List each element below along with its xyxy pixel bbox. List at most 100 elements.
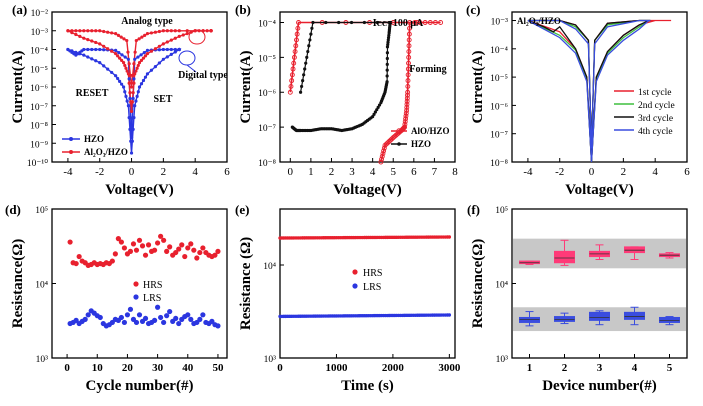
data-point-hrs	[215, 248, 221, 254]
data-point-al2o3-hzo	[177, 34, 181, 38]
x-tick-label: 0	[129, 166, 135, 178]
data-point-alo-hzo	[404, 95, 410, 101]
box-hrs	[624, 246, 645, 254]
panel-label: (b)	[235, 2, 251, 17]
x-tick-label: 1	[527, 362, 533, 374]
data-point-alo-hzo	[422, 20, 428, 25]
data-point-al2o3-hzo	[149, 31, 154, 35]
data-point-hzo	[349, 20, 354, 25]
data-point-al2o3-hzo	[74, 32, 78, 37]
data-point-al2o3-hzo	[177, 29, 181, 33]
y-tick-label: 10⁻¹⁰	[27, 158, 48, 169]
data-point-hzo	[137, 85, 142, 89]
x-tick-label: 30	[152, 362, 164, 374]
panel-label: (c)	[466, 2, 480, 17]
data-point-hzo	[375, 108, 379, 112]
data-point-lrs	[124, 312, 131, 318]
data-point-lrs	[85, 312, 91, 318]
data-point-lrs	[176, 320, 182, 327]
data-point-hzo	[311, 20, 315, 25]
data-point-al2o3-hzo	[126, 50, 130, 54]
box-lrs	[589, 311, 610, 321]
x-tick-label: 1000	[325, 362, 348, 374]
data-point-hzo	[116, 76, 120, 81]
data-point-hzo	[153, 64, 158, 69]
data-point-lrs	[133, 319, 140, 326]
data-point-al2o3-hzo	[185, 29, 189, 33]
data-point-al2o3-hzo	[128, 91, 132, 95]
data-point-hzo	[386, 42, 390, 47]
legend-label: AlO/HZO	[411, 126, 450, 136]
data-point-hrs	[447, 235, 452, 239]
y-tick-label: 10⁻³	[31, 28, 49, 38]
data-point-hzo	[117, 50, 121, 55]
data-point-lrs	[215, 323, 221, 329]
data-point-lrs	[185, 312, 191, 318]
data-point-lrs	[121, 319, 128, 326]
data-point-alo-hzo	[427, 20, 433, 25]
data-point-hzo	[385, 62, 389, 66]
data-point-al2o3-hzo	[86, 38, 90, 42]
data-point-alo-hzo	[385, 140, 391, 146]
x-tick-label: -2	[555, 166, 564, 178]
data-point-alo-hzo	[432, 20, 438, 25]
data-point-al2o3-hzo	[98, 42, 102, 46]
data-point-al2o3-hzo	[143, 33, 147, 37]
y-axis-label: Current(A)	[470, 50, 486, 123]
box-lrs	[659, 316, 680, 323]
data-point-al2o3-hzo	[132, 81, 136, 85]
data-point-al2o3-hzo	[128, 73, 132, 77]
legend-label: 3rd cycle	[638, 114, 673, 124]
data-point-hzo	[136, 90, 140, 94]
data-point-hrs	[139, 243, 146, 249]
y-tick-label: 10⁻⁵	[490, 74, 508, 84]
x-tick-label: 0	[64, 362, 70, 374]
data-point-al2o3-hzo	[173, 36, 177, 40]
data-point-hzo	[139, 53, 143, 57]
y-tick-label: 10⁻⁵	[30, 65, 48, 75]
data-point-hzo	[128, 127, 132, 132]
data-point-hrs	[164, 248, 170, 254]
data-point-lrs	[127, 306, 134, 312]
data-point-hzo	[386, 36, 391, 40]
data-point-hrs	[200, 245, 206, 251]
data-point-hzo	[310, 26, 314, 30]
x-axis-label: Voltage(V)	[333, 182, 402, 198]
panel-label: (d)	[5, 202, 21, 217]
data-point-al2o3-hzo	[185, 31, 189, 36]
data-point-alo-hzo	[405, 83, 411, 89]
x-tick-label: 8	[452, 166, 458, 178]
data-point-alo-hzo	[287, 89, 293, 95]
data-point-hrs	[109, 258, 115, 264]
data-point-al2o3-hzo	[165, 29, 169, 33]
data-point-al2o3-hzo	[127, 81, 131, 85]
data-point-lrs	[447, 313, 452, 317]
data-point-lrs	[136, 312, 143, 318]
data-point-hzo	[131, 127, 135, 132]
y-axis-label: Current(A)	[10, 50, 26, 123]
legend-marker-lrs	[352, 283, 358, 289]
data-point-al2o3-hzo	[143, 54, 148, 58]
data-point-al2o3-hzo	[110, 31, 114, 35]
data-point-alo-hzo	[402, 119, 408, 125]
data-point-hzo	[161, 57, 165, 61]
legend-label: 2nd cycle	[638, 101, 675, 111]
y-tick-label: 10⁻⁴	[258, 19, 277, 29]
data-point-alo-hzo	[402, 121, 408, 127]
x-tick-label: -4	[523, 166, 533, 178]
data-point-alo-hzo	[380, 151, 386, 157]
data-point-alo-hzo	[290, 66, 296, 72]
data-point-hzo	[385, 56, 389, 61]
x-tick-label: 4	[632, 362, 638, 374]
data-point-al2o3-hzo	[161, 29, 165, 33]
x-tick-label: 6	[411, 166, 417, 178]
data-point-lrs	[151, 317, 158, 323]
x-tick-label: 5	[390, 166, 396, 178]
data-point-alo-hzo	[405, 66, 411, 72]
data-point-hrs	[194, 255, 200, 261]
data-point-lrs	[97, 314, 103, 321]
data-point-al2o3-hzo	[122, 37, 126, 41]
data-point-hzo	[388, 20, 392, 25]
data-point-alo-hzo	[406, 49, 412, 55]
x-tick-label: 6	[224, 166, 230, 178]
